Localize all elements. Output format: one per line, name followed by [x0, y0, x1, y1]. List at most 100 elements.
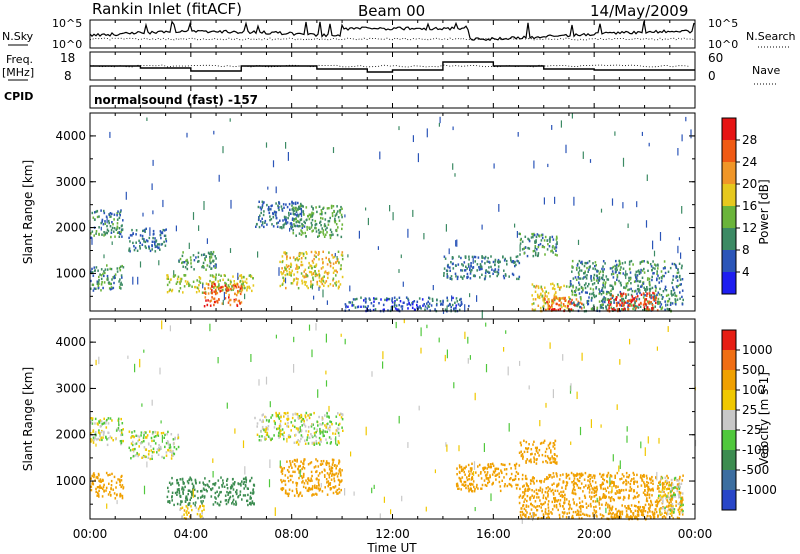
power-cell [638, 287, 640, 291]
velocity-cell [651, 475, 653, 479]
velocity-cell [163, 456, 165, 460]
velocity-cell [592, 512, 594, 515]
power-cell [95, 210, 97, 214]
velocity-cell [159, 367, 161, 375]
power-cell [344, 214, 346, 218]
velocity-cell [315, 492, 317, 496]
velocity-cell [667, 505, 670, 508]
power-cell [497, 265, 500, 268]
power-cell [233, 300, 236, 303]
velocity-cell [611, 486, 613, 493]
velocity-cell [218, 504, 221, 507]
power-cell [571, 298, 573, 302]
power-cell [610, 289, 612, 293]
nsearch-tick-bottom: 10^0 [708, 38, 738, 51]
power-cell [655, 264, 657, 267]
velocity-cell [231, 485, 234, 488]
velocity-cell [519, 510, 522, 514]
power-cell [179, 287, 182, 290]
velocity-cell [541, 453, 544, 457]
power-cell [442, 310, 445, 314]
velocity-cell [533, 482, 535, 485]
velocity-cell [665, 488, 668, 491]
velocity-cell [529, 498, 531, 501]
velocity-cell [538, 505, 540, 508]
power-cell [584, 261, 586, 265]
velocity-cell [575, 503, 578, 507]
power-cell [322, 229, 325, 232]
power-cell [613, 307, 615, 310]
velocity-cell [344, 338, 346, 345]
velocity-cell [554, 461, 557, 465]
velocity-cell [212, 483, 214, 486]
power-cell [280, 205, 283, 208]
velocity-cell [518, 478, 520, 481]
velocity-cell [594, 474, 596, 477]
velocity-cell [327, 427, 329, 430]
velocity-cell [93, 438, 95, 442]
power-cell [516, 231, 518, 238]
power-cell [142, 212, 144, 217]
power-cell [637, 269, 640, 272]
power-cell [112, 223, 114, 226]
velocity-cell [501, 479, 503, 482]
velocity-cell [183, 509, 186, 512]
power-cell [277, 206, 280, 210]
velocity-cell [582, 512, 584, 516]
velocity-cell [607, 471, 610, 475]
power-cell [620, 304, 623, 307]
velocity-cell [496, 473, 499, 476]
power-cell [214, 278, 217, 281]
power-cell [651, 275, 653, 279]
velocity-cell [287, 494, 290, 498]
power-cell [288, 273, 291, 276]
power-cell [417, 153, 419, 163]
power-cell [549, 306, 551, 309]
power-cell [301, 230, 303, 233]
power-cell [240, 283, 243, 286]
power-cell [337, 285, 340, 288]
velocity-cell [651, 488, 653, 491]
power-cell [408, 301, 410, 305]
power-cell [583, 306, 585, 309]
velocity-cell [544, 501, 546, 504]
velocity-cell [580, 482, 583, 485]
velocity-cell [283, 431, 285, 434]
power-cell [593, 282, 596, 285]
velocity-cell [636, 491, 638, 495]
velocity-cell [184, 485, 186, 489]
velocity-cell [192, 484, 195, 487]
power-cell [129, 250, 131, 253]
velocity-cell [558, 502, 561, 506]
power-cell [197, 287, 200, 290]
velocity-cell [321, 470, 323, 474]
power-cell [653, 299, 656, 302]
velocity-cell [284, 483, 287, 486]
power-cell [133, 248, 136, 252]
power-cell [352, 304, 355, 307]
power-cell [476, 295, 478, 302]
power-cell [618, 271, 620, 274]
power-cell [339, 283, 342, 286]
velocity-cell [538, 454, 540, 457]
velocity-cell [637, 505, 640, 509]
power-cell [468, 304, 470, 308]
power-cell [621, 262, 624, 265]
velocity-cell [308, 416, 311, 420]
velocity-cell [510, 472, 513, 476]
velocity-cell [456, 473, 458, 476]
power-cell [666, 300, 669, 303]
power-cell [296, 213, 299, 216]
power-cell [229, 248, 232, 253]
power-cell [131, 228, 133, 232]
power-cell [309, 227, 311, 230]
velocity-cell [324, 430, 327, 433]
velocity-cell [530, 515, 533, 518]
power-cell [329, 216, 331, 220]
power-cell [676, 298, 679, 301]
power-cell [106, 264, 108, 267]
power-cell [443, 272, 445, 275]
power-cell [540, 292, 542, 295]
power-cell [477, 256, 480, 259]
power-cell [534, 241, 536, 244]
